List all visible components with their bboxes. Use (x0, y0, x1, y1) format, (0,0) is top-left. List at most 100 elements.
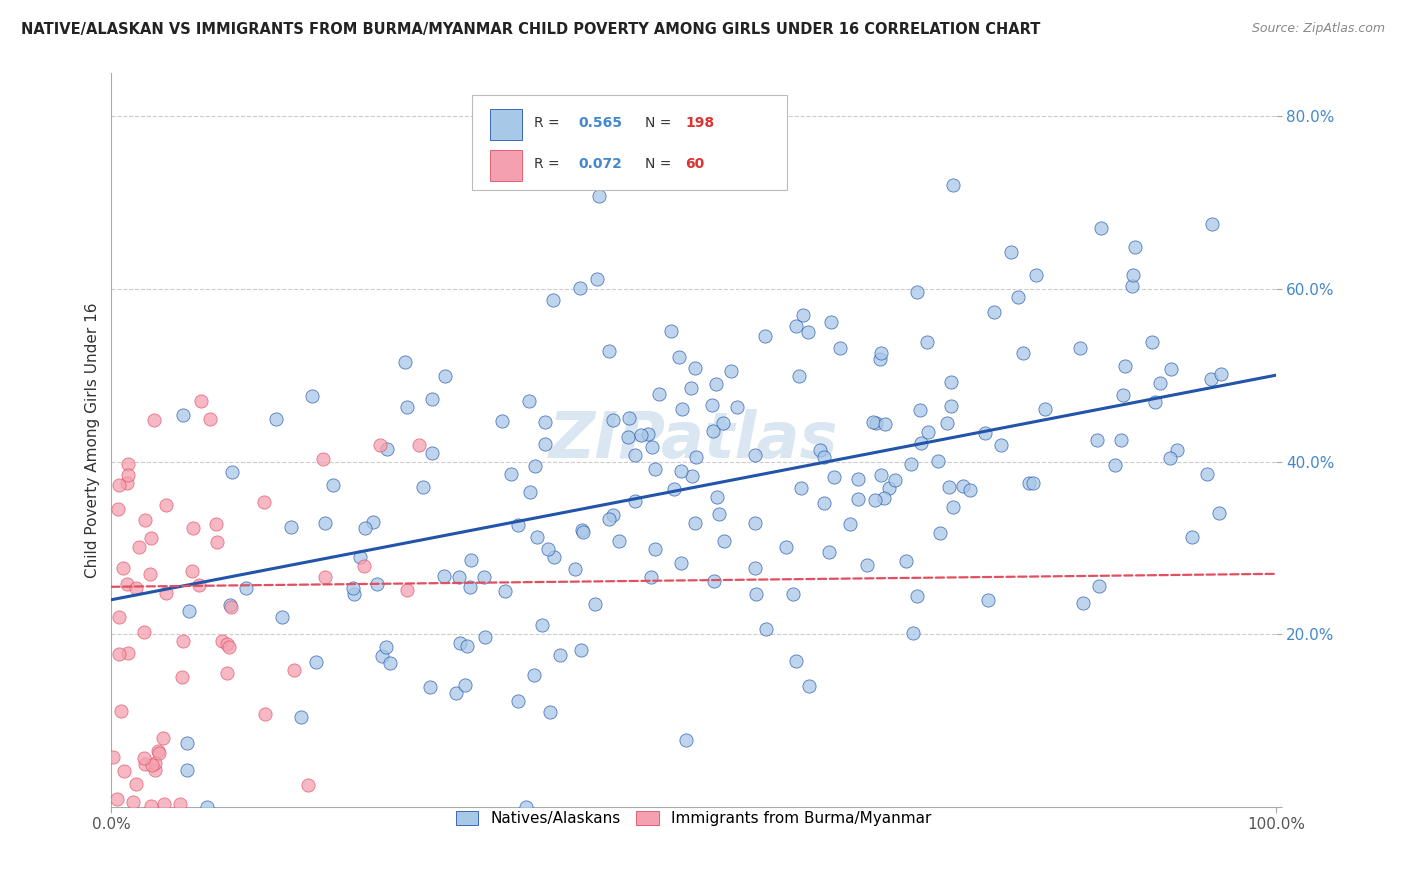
Point (602, 413, 624, 427)
Point (1121, 268, 1143, 283)
Point (125, 581, 148, 595)
Point (927, 454, 949, 468)
Text: N =: N = (645, 116, 675, 130)
Point (1025, 268, 1047, 282)
Point (1199, 372, 1222, 386)
Point (1088, 579, 1111, 593)
Point (894, 553, 917, 567)
Point (523, 459, 546, 474)
Point (366, 576, 388, 591)
Point (103, 750, 125, 764)
Point (929, 526, 952, 541)
FancyBboxPatch shape (489, 150, 523, 180)
Point (305, 655, 328, 669)
Point (828, 341, 851, 355)
FancyBboxPatch shape (472, 95, 787, 190)
Point (152, 797, 174, 811)
Point (253, 495, 276, 509)
Point (1159, 451, 1181, 466)
Point (585, 272, 607, 286)
Point (342, 581, 364, 595)
Point (564, 562, 586, 576)
Point (221, 600, 243, 615)
Point (1143, 395, 1166, 409)
Point (865, 416, 887, 430)
FancyBboxPatch shape (489, 109, 523, 140)
Point (543, 549, 565, 564)
Point (744, 561, 766, 575)
Point (499, 467, 522, 481)
Point (533, 415, 555, 429)
Text: NATIVE/ALASKAN VS IMMIGRANTS FROM BURMA/MYANMAR CHILD POVERTY AMONG GIRLS UNDER : NATIVE/ALASKAN VS IMMIGRANTS FROM BURMA/… (21, 22, 1040, 37)
Point (808, 442, 831, 457)
Point (720, 364, 742, 378)
Point (434, 369, 457, 384)
Point (172, 408, 194, 422)
Point (508, 694, 530, 708)
Point (640, 570, 662, 584)
Point (108, 478, 131, 492)
Point (990, 437, 1012, 451)
Point (877, 481, 900, 495)
Point (218, 640, 240, 654)
Point (936, 417, 959, 431)
Point (107, 501, 129, 516)
Point (725, 400, 748, 414)
Point (221, 465, 243, 479)
Point (905, 590, 928, 604)
Point (515, 800, 537, 814)
Point (1181, 530, 1204, 544)
Point (883, 473, 905, 487)
Point (506, 517, 529, 532)
Point (312, 452, 335, 467)
Point (449, 570, 471, 584)
Point (111, 561, 134, 575)
Point (647, 387, 669, 401)
Point (942, 500, 965, 515)
Point (172, 670, 194, 684)
Point (617, 430, 640, 444)
Y-axis label: Child Poverty Among Girls Under 16: Child Poverty Among Girls Under 16 (86, 302, 100, 578)
Text: 60: 60 (686, 157, 704, 170)
Point (569, 281, 592, 295)
Point (519, 485, 541, 500)
Point (314, 570, 336, 584)
Point (375, 442, 398, 457)
Point (139, 532, 162, 546)
Point (1160, 362, 1182, 376)
Point (681, 469, 703, 483)
Point (630, 428, 652, 442)
Point (938, 480, 960, 494)
Point (394, 355, 416, 369)
Point (1149, 376, 1171, 391)
Point (280, 520, 302, 534)
Point (117, 646, 139, 660)
Point (818, 544, 841, 558)
Point (370, 438, 392, 452)
Point (172, 634, 194, 648)
Point (870, 345, 893, 359)
Point (419, 680, 441, 694)
Point (785, 319, 807, 334)
Point (1111, 433, 1133, 447)
Point (181, 521, 204, 535)
Point (1140, 334, 1163, 349)
Point (148, 746, 170, 760)
Point (619, 411, 641, 425)
Point (115, 476, 138, 491)
Point (474, 630, 496, 644)
Point (143, 413, 166, 427)
Point (538, 705, 561, 719)
Legend: Natives/Alaskans, Immigrants from Burma/Myanmar: Natives/Alaskans, Immigrants from Burma/… (450, 805, 938, 832)
Point (1033, 401, 1056, 416)
Point (420, 392, 443, 407)
Point (152, 731, 174, 746)
Point (959, 483, 981, 497)
Point (744, 448, 766, 462)
Point (217, 636, 239, 650)
Point (541, 293, 564, 308)
Point (188, 578, 211, 592)
Point (408, 437, 430, 451)
Point (1000, 245, 1022, 260)
Point (799, 679, 821, 693)
